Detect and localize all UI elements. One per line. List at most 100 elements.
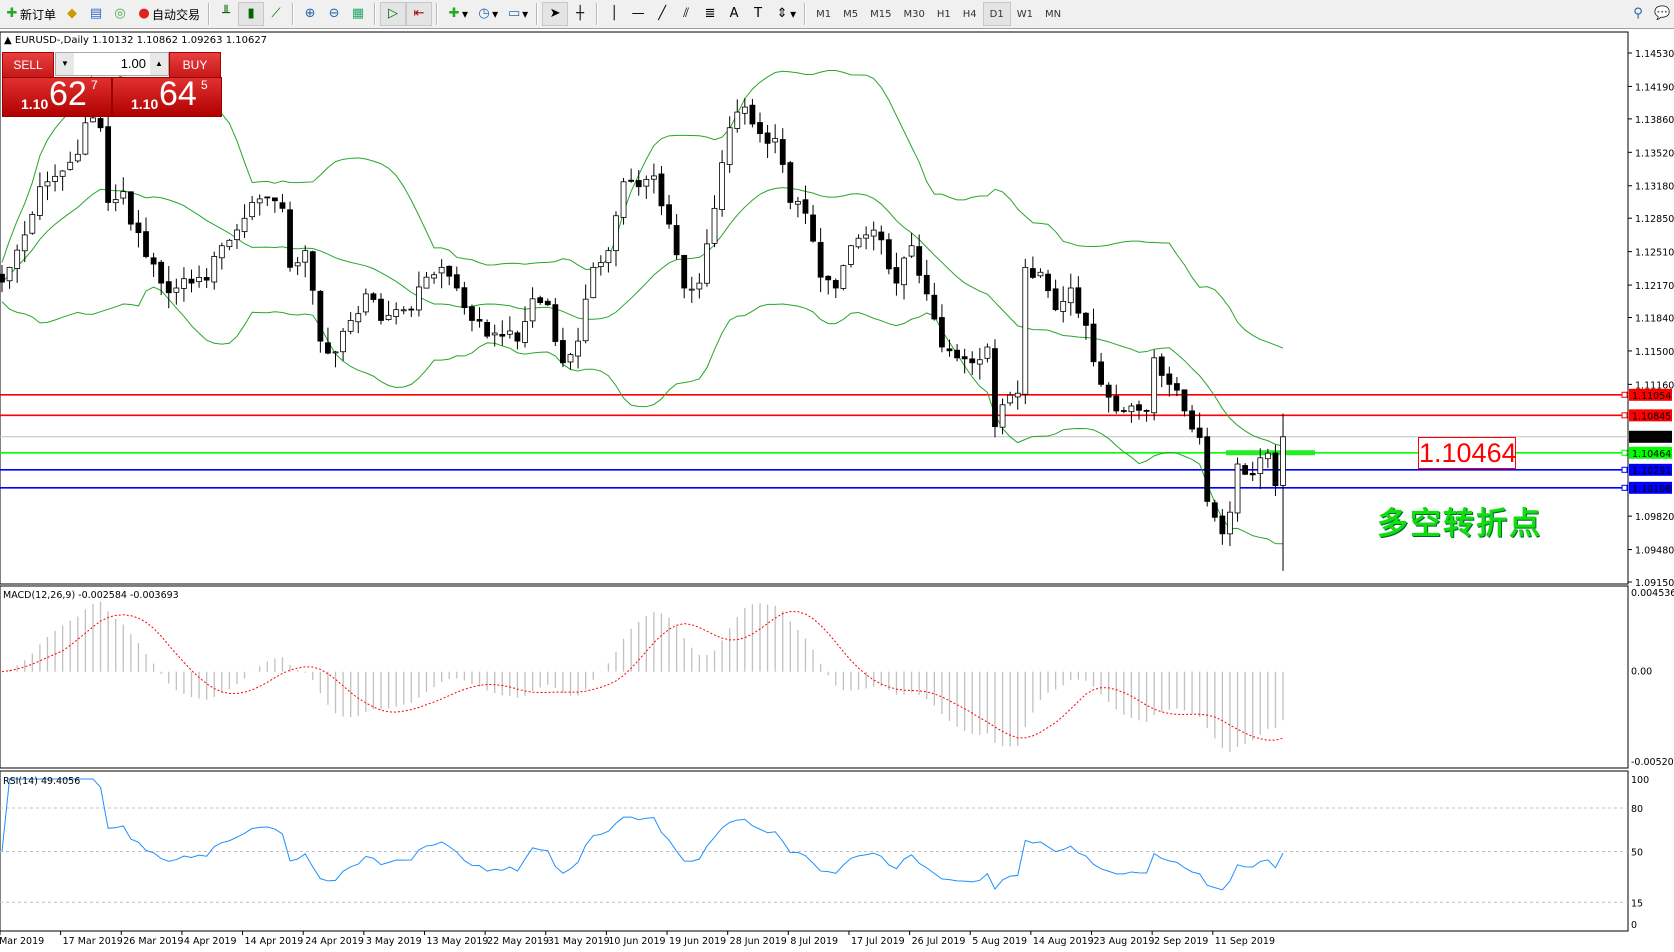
lot-size-value[interactable]: 1.00 — [120, 56, 146, 71]
bar-chart-button[interactable]: ╨ — [214, 2, 238, 26]
crosshair-button[interactable]: ┼ — [568, 2, 592, 26]
candle — [1158, 353, 1165, 388]
candle — [916, 234, 923, 284]
candle — [332, 350, 339, 368]
price-tick-label: 1.09150 — [1635, 578, 1674, 589]
candle-body — [173, 287, 180, 293]
price-label-bg — [1629, 446, 1672, 459]
sell-price-box[interactable]: 1.10 62 7 — [2, 75, 112, 117]
candle — [863, 226, 870, 250]
line-handle — [1621, 466, 1628, 473]
timeframe-m15[interactable]: M15 — [870, 8, 892, 20]
line-handle — [1621, 449, 1628, 456]
zoom-in-button[interactable]: ⊕ — [298, 2, 322, 26]
candle-body — [681, 254, 688, 289]
lot-size-field[interactable]: ▼ 1.00 ▲ — [55, 52, 169, 76]
horizontal-line-button[interactable]: — — [626, 2, 650, 26]
fibonacci-button[interactable]: ≣ — [698, 2, 722, 26]
zoom-out-button[interactable]: ⊖ — [322, 2, 346, 26]
timeframe-m5[interactable]: M5 — [843, 8, 859, 20]
price-tick-label: 1.14190 — [1635, 82, 1674, 93]
candle-body — [817, 242, 824, 278]
indicators-button[interactable]: ✚ ▾ — [442, 2, 472, 26]
vertical-line-button[interactable]: │ — [602, 2, 626, 26]
candle — [408, 306, 415, 317]
buy-price-box[interactable]: 1.10 64 5 — [112, 75, 222, 117]
candle-body — [378, 298, 384, 321]
search-button[interactable]: ⚲ — [1626, 2, 1650, 26]
candle-body — [188, 278, 195, 284]
candlestick-button[interactable]: ▮ — [238, 2, 265, 26]
pivot-annotation-text[interactable]: 多空转折点 — [1377, 506, 1542, 542]
candle-body — [362, 293, 369, 313]
lot-increase-button[interactable]: ▲ — [150, 53, 168, 75]
candle-body — [1083, 312, 1089, 326]
line-chart-button[interactable]: ⟋ — [264, 2, 288, 26]
timeframe-mn[interactable]: MN — [1044, 8, 1062, 20]
candle-body — [1067, 287, 1074, 304]
timeframe-h4[interactable]: H4 — [962, 8, 977, 20]
candle — [423, 271, 430, 289]
date-tick-label: 13 May 2019 — [426, 936, 488, 947]
candle-body — [234, 229, 240, 241]
macd-label: MACD(12,26,9) -0.002584 -0.003693 — [3, 590, 179, 601]
bollinger-lower — [1, 286, 1284, 545]
periods-button[interactable]: ◷ ▾ — [472, 2, 502, 26]
timeframe-h1[interactable]: H1 — [936, 8, 951, 20]
timeframe-w1[interactable]: W1 — [1016, 8, 1033, 20]
chart-shift-button[interactable]: ⇤ — [406, 2, 433, 26]
candle-body — [931, 294, 938, 320]
timeframe-d1[interactable]: D1 — [982, 2, 1011, 26]
candle-body — [575, 340, 581, 357]
candle — [135, 210, 142, 248]
text-label-button[interactable]: T — [746, 2, 770, 26]
trendline-button[interactable]: ╱ — [650, 2, 674, 26]
arrows-button[interactable]: ⇕ ▾ — [770, 2, 800, 26]
history-button[interactable]: ◆ — [60, 2, 84, 26]
candle — [1166, 366, 1173, 397]
candle-body — [514, 332, 521, 342]
auto-trading-button[interactable]: ● 自动交易 — [132, 2, 204, 26]
candle — [779, 128, 786, 173]
candle-body — [597, 262, 604, 268]
macd-tick-label: 0.00 — [1631, 667, 1652, 678]
sell-button[interactable]: SELL — [2, 52, 54, 78]
timeframe-m1[interactable]: M1 — [816, 8, 832, 20]
candle-body — [643, 179, 650, 187]
candle — [317, 289, 324, 353]
text-icon: A — [729, 6, 739, 21]
timeframe-m30[interactable]: M30 — [903, 8, 925, 20]
date-tick-label: 11 Sep 2019 — [1215, 936, 1275, 947]
equidistant-channel-button[interactable]: ⫽ — [674, 2, 698, 26]
candle-body — [264, 196, 271, 199]
candle — [734, 99, 741, 133]
new-order-button[interactable]: ✚ 新订单 — [0, 2, 60, 26]
candle-body — [802, 199, 809, 214]
candle-body — [893, 267, 900, 284]
candle — [6, 266, 13, 289]
candle-body — [628, 179, 635, 182]
candle-body — [506, 330, 513, 335]
tile-windows-button[interactable]: ▦ — [346, 2, 370, 26]
candle — [340, 327, 347, 361]
candle-body — [696, 282, 703, 290]
level-annotation-box[interactable]: 1.10464 — [1418, 437, 1517, 469]
lot-decrease-button[interactable]: ▼ — [56, 53, 74, 75]
text-button[interactable]: A — [722, 2, 746, 26]
cursor-button[interactable]: ➤ — [542, 2, 569, 26]
candle-body — [916, 246, 923, 276]
candle-body — [1272, 452, 1279, 487]
chat-button[interactable]: 💬 — [1650, 2, 1674, 26]
candle — [67, 151, 74, 171]
price-label: 1.10627 — [1632, 433, 1671, 444]
candle-body — [431, 274, 437, 279]
candle-body — [226, 239, 233, 248]
buy-button[interactable]: BUY — [169, 52, 221, 78]
auto-scroll-button[interactable]: ▷ — [380, 2, 407, 26]
candle — [476, 307, 483, 328]
signals-button[interactable]: ◎ — [108, 2, 132, 26]
templates-button[interactable]: ▭ ▾ — [507, 6, 529, 21]
navigator-button[interactable]: ▤ — [84, 2, 108, 26]
horizontal-line-icon: — — [631, 6, 645, 21]
